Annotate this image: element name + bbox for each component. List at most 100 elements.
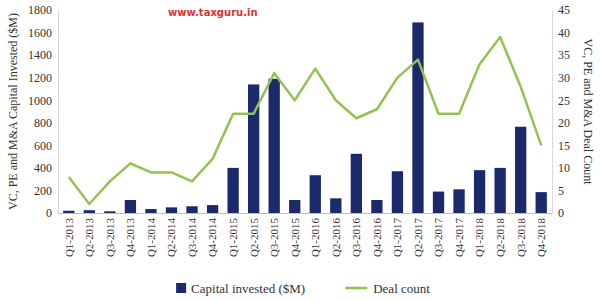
bar — [186, 206, 197, 213]
y-tick: 1200 — [28, 71, 58, 85]
x-tick-label: Q2-2015 — [247, 218, 259, 258]
bar — [289, 200, 300, 213]
x-tick-label: Q4-2014 — [206, 218, 218, 258]
y2-tick-label: 45 — [558, 3, 570, 17]
y-tick-label: 800 — [34, 116, 52, 130]
y2-tick: 20 — [552, 116, 570, 130]
x-axis: Q1-2013Q2-2013Q3-2013Q4-2013Q1-2014Q2-20… — [59, 213, 553, 257]
x-tick-label: Q1-2013 — [63, 218, 75, 258]
x-tick: Q3-2014 — [186, 213, 198, 257]
x-tick-label: Q1-2016 — [309, 218, 321, 258]
y2-tick: 10 — [552, 161, 570, 175]
y2-tick-label: 5 — [558, 184, 564, 198]
legend-label: Deal count — [373, 281, 430, 296]
marks — [63, 22, 547, 213]
y-tick: 600 — [34, 139, 58, 153]
y2-tick: 30 — [552, 71, 570, 85]
bar — [392, 171, 403, 213]
x-tick-label: Q4-2018 — [535, 218, 547, 258]
bar — [412, 22, 423, 213]
legend: Capital invested ($M) Deal count — [176, 281, 430, 296]
x-tick-label: Q4-2013 — [124, 218, 136, 258]
bar — [474, 170, 485, 213]
y2-tick-label: 0 — [558, 206, 564, 220]
legend-item: Deal count — [345, 281, 430, 296]
x-tick-label: Q4-2017 — [453, 218, 465, 258]
x-tick: Q3-2013 — [104, 213, 116, 257]
bar — [84, 210, 95, 213]
bar — [207, 205, 218, 213]
bar — [63, 211, 74, 213]
y-tick-label: 200 — [34, 184, 52, 198]
x-tick-label: Q1-2014 — [145, 218, 157, 258]
bar — [227, 168, 238, 213]
y2-axis-line — [552, 11, 553, 214]
x-axis-line — [59, 213, 553, 214]
x-tick-label: Q3-2017 — [432, 218, 444, 258]
x-tick: Q1-2014 — [145, 213, 157, 257]
x-tick: Q1-2015 — [227, 213, 239, 257]
y2-tick-label: 10 — [558, 161, 570, 175]
x-tick: Q4-2018 — [535, 213, 547, 257]
legend-swatch — [345, 287, 367, 290]
bar — [125, 200, 136, 213]
bar — [104, 211, 115, 213]
y-tick-label: 1200 — [28, 71, 52, 85]
y-tick-label: 400 — [34, 161, 52, 175]
x-tick-label: Q3-2014 — [186, 218, 198, 258]
x-tick-label: Q2-2018 — [494, 218, 506, 258]
x-tick: Q3-2015 — [268, 213, 280, 257]
x-tick: Q4-2016 — [371, 213, 383, 257]
plot: Q1-2013Q2-2013Q3-2013Q4-2013Q1-2014Q2-20… — [28, 3, 570, 257]
x-tick: Q2-2014 — [165, 213, 177, 257]
y-tick-label: 1800 — [28, 3, 52, 17]
x-tick: Q1-2018 — [473, 213, 485, 257]
y-tick-label: 1600 — [28, 26, 52, 40]
x-tick-label: Q3-2013 — [104, 218, 116, 258]
y-tick: 200 — [34, 184, 58, 198]
x-tick: Q4-2015 — [289, 213, 301, 257]
y2-tick: 0 — [552, 206, 564, 220]
y2-tick: 25 — [552, 94, 570, 108]
y-axis: 0 200 400 600 800 1000 1200 1400 1600 1800 — [28, 3, 59, 220]
y2-tick: 40 — [552, 26, 570, 40]
y-tick: 1800 — [28, 3, 58, 17]
y2-tick-label: 25 — [558, 94, 570, 108]
bar — [515, 127, 526, 213]
x-tick: Q3-2017 — [432, 213, 444, 257]
y2-tick-label: 35 — [558, 48, 570, 62]
x-tick: Q3-2018 — [515, 213, 527, 257]
legend-label: Capital invested ($M) — [191, 281, 305, 296]
legend-swatch — [176, 283, 186, 293]
watermark: www.taxguru.in — [168, 7, 258, 18]
bar — [269, 79, 280, 213]
x-tick-label: Q4-2015 — [289, 218, 301, 258]
x-tick-label: Q1-2018 — [473, 218, 485, 258]
y-tick-label: 1400 — [28, 48, 52, 62]
bar — [145, 209, 156, 213]
y-tick: 400 — [34, 161, 58, 175]
x-tick: Q2-2016 — [330, 213, 342, 257]
y2-axis: 051015202530354045 — [552, 3, 570, 220]
bar — [433, 192, 444, 213]
y2-axis-title: VC, PE and M&A Deal Count — [581, 39, 595, 186]
y2-tick-label: 40 — [558, 26, 570, 40]
y2-tick-label: 30 — [558, 71, 570, 85]
bar — [536, 192, 547, 213]
bar — [166, 207, 177, 213]
x-tick-label: Q1-2017 — [391, 218, 403, 258]
y-tick: 0 — [46, 206, 58, 220]
x-tick: Q2-2017 — [412, 213, 424, 257]
y-tick: 800 — [34, 116, 58, 130]
y-tick-label: 600 — [34, 139, 52, 153]
y-axis-line — [58, 11, 59, 214]
legend-item: Capital invested ($M) — [176, 281, 305, 296]
y-tick: 1000 — [28, 94, 58, 108]
x-tick-label: Q1-2015 — [227, 218, 239, 258]
y-axis-title: VC, PE and M&A Capital Invested ($M) — [6, 13, 20, 210]
x-tick-label: Q3-2016 — [350, 218, 362, 258]
x-tick: Q1-2016 — [309, 213, 321, 257]
x-tick: Q4-2014 — [206, 213, 218, 257]
x-tick: Q4-2013 — [124, 213, 136, 257]
x-tick-label: Q2-2017 — [412, 218, 424, 258]
